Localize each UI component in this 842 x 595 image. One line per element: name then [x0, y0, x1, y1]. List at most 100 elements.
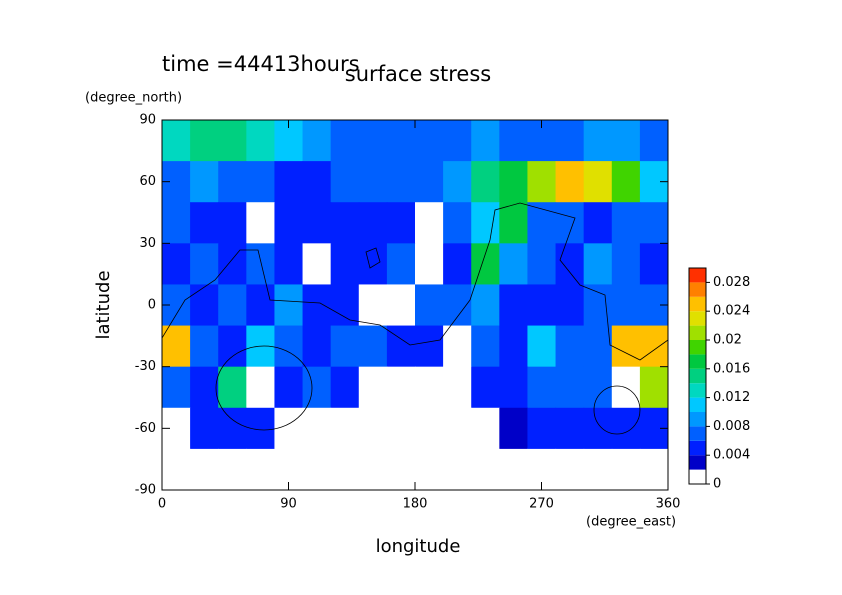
cell [302, 202, 332, 244]
cell [611, 284, 641, 327]
cell [443, 284, 472, 327]
cell [218, 202, 247, 244]
colorbar-segment [689, 354, 706, 369]
cell [583, 243, 613, 285]
cell [274, 202, 304, 244]
cell [611, 325, 641, 368]
cell [246, 161, 275, 203]
colorbar-tick-label: 0.016 [713, 361, 750, 376]
cell [330, 243, 360, 285]
x-tick-label: 360 [656, 497, 681, 512]
x-unit: (degree_east) [586, 515, 676, 530]
y-axis-label: latitude [93, 270, 114, 339]
cell [302, 448, 332, 491]
cell [218, 366, 247, 409]
colorbar-segment [689, 368, 706, 384]
cell [190, 407, 219, 450]
cell [190, 284, 219, 327]
cell [611, 120, 641, 162]
cell [471, 243, 500, 285]
cell [583, 407, 613, 450]
colorbar-segment [689, 440, 706, 456]
colorbar-frame [688, 267, 707, 485]
cell [386, 366, 416, 409]
y-tick-label: -30 [135, 359, 156, 374]
cell [471, 407, 500, 450]
y-tick-label: 30 [139, 236, 156, 251]
cell [527, 161, 557, 203]
cell [274, 407, 304, 450]
cell [415, 325, 444, 368]
cell [190, 202, 219, 244]
cell [358, 202, 388, 244]
x-axis-label: longitude [376, 536, 461, 557]
cell [302, 120, 332, 162]
cell [190, 325, 219, 368]
colorbar-segment [689, 340, 706, 355]
cell [499, 243, 528, 285]
cell [190, 366, 219, 409]
cell [527, 243, 557, 285]
cell [583, 448, 613, 491]
cell [218, 407, 247, 450]
y-tick-label: -90 [135, 483, 156, 498]
cell [415, 366, 444, 409]
cell [415, 202, 444, 244]
cell [611, 407, 641, 450]
colorbar-segment [689, 296, 706, 312]
axes: 0 90 180 270 360 -90 -60 -30 0 30 60 90 0 0.004 0.008 0… [135, 113, 750, 512]
cell [358, 120, 388, 162]
cell [527, 202, 557, 244]
cell [611, 161, 641, 203]
cell [583, 120, 613, 162]
colorbar-segment [689, 282, 706, 297]
cell [246, 202, 275, 244]
cell [358, 407, 388, 450]
cell [499, 407, 528, 450]
cell [386, 448, 416, 491]
cell [218, 161, 247, 203]
colorbar-segment [689, 311, 706, 326]
cell [415, 407, 444, 450]
y-unit: (degree_north) [85, 91, 182, 106]
cell [330, 161, 360, 203]
cell [639, 448, 669, 491]
colorbar-segment [689, 469, 706, 484]
y-tick-label: -60 [135, 421, 156, 436]
cell [358, 161, 388, 203]
cell [415, 284, 444, 327]
cell [330, 366, 360, 409]
cell [443, 407, 472, 450]
colorbar-tick-label: 0.024 [713, 304, 750, 319]
cell [639, 243, 669, 285]
cell [190, 243, 219, 285]
cell [218, 448, 247, 491]
cell [274, 243, 304, 285]
colorbar-tick-label: 0.008 [713, 419, 750, 434]
cell [386, 243, 416, 285]
cell [555, 448, 585, 491]
cell [471, 161, 500, 203]
cell [162, 366, 191, 409]
cell [555, 407, 585, 450]
colorbar-tick-label: 0.02 [713, 333, 742, 348]
cell [527, 325, 557, 368]
cell [555, 243, 585, 285]
cell [386, 407, 416, 450]
cell [274, 325, 304, 368]
cell [162, 325, 191, 368]
time-label: time =44413hours [162, 52, 360, 76]
cell [358, 325, 388, 368]
cell [302, 284, 332, 327]
colorbar-tick-label: 0 [713, 477, 721, 492]
cell [246, 448, 275, 491]
cell [302, 325, 332, 368]
cell [471, 120, 500, 162]
cell [499, 202, 528, 244]
cell [583, 284, 613, 327]
cell [471, 448, 500, 491]
cell [302, 161, 332, 203]
cell [639, 202, 669, 244]
cell [583, 325, 613, 368]
